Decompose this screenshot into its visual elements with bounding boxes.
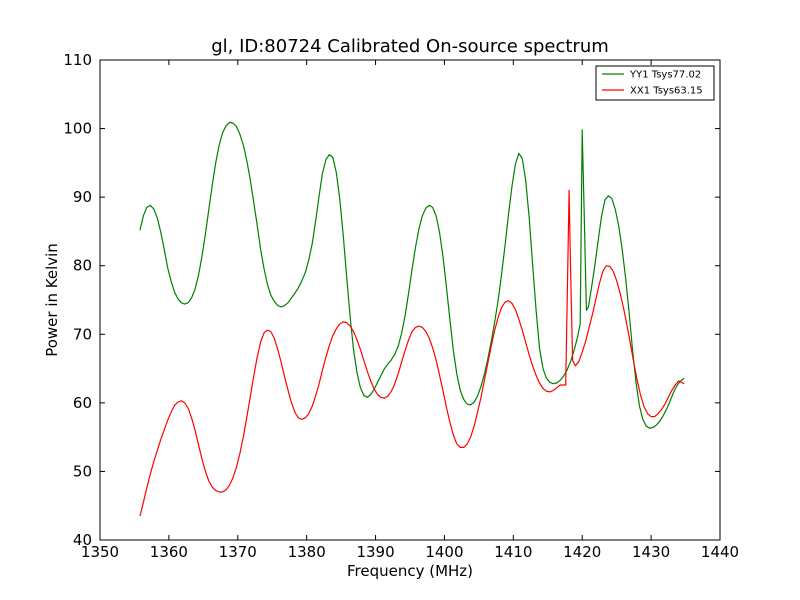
- y-tick-label: 60: [73, 394, 92, 412]
- plot-background: [100, 60, 720, 540]
- plot-area: 1350 1360 1370 1380 1390 1400 1410 1420 1430 1440…: [63, 51, 739, 561]
- y-tick-label: 90: [73, 188, 92, 206]
- chart-title: gl, ID:80724 Calibrated On-source spectr…: [211, 36, 609, 57]
- x-tick-label: 1400: [425, 543, 463, 561]
- x-tick-label: 1410: [494, 543, 532, 561]
- x-tick-label: 1370: [219, 543, 257, 561]
- x-tick-label: 1360: [150, 543, 188, 561]
- series-group: [139, 121, 685, 517]
- y-tick-label: 50: [73, 462, 92, 480]
- legend-label-xx1: XX1 Tsys63.15: [630, 86, 703, 97]
- x-tick-label: 1380: [288, 543, 326, 561]
- x-axis: 1350 1360 1370 1380 1390 1400 1410 1420 1430 1440: [81, 60, 739, 561]
- legend: YY1 Tsys77.02 XX1 Tsys63.15: [595, 65, 715, 101]
- x-tick-label: 1420: [563, 543, 601, 561]
- series-line-xx1: [139, 189, 685, 517]
- x-tick-label: 1350: [81, 543, 119, 561]
- x-tick-label: 1440: [701, 543, 739, 561]
- x-axis-label: Frequency (MHz): [347, 562, 473, 580]
- series-line-yy1: [139, 121, 685, 429]
- y-tick-label: 70: [73, 325, 92, 343]
- y-axis-label: Power in Kelvin: [43, 243, 61, 357]
- x-tick-label: 1390: [356, 543, 394, 561]
- y-tick-label: 80: [73, 257, 92, 275]
- y-tick-label: 110: [63, 51, 92, 69]
- legend-label-yy1: YY1 Tsys77.02: [629, 70, 701, 81]
- legend-box: [595, 65, 715, 101]
- y-tick-label: 40: [73, 531, 92, 549]
- x-tick-label: 1430: [632, 543, 670, 561]
- y-axis: 40 50 60 70 80 90 100 110: [63, 51, 720, 549]
- plot-frame: [99, 59, 721, 541]
- y-tick-label: 100: [63, 120, 92, 138]
